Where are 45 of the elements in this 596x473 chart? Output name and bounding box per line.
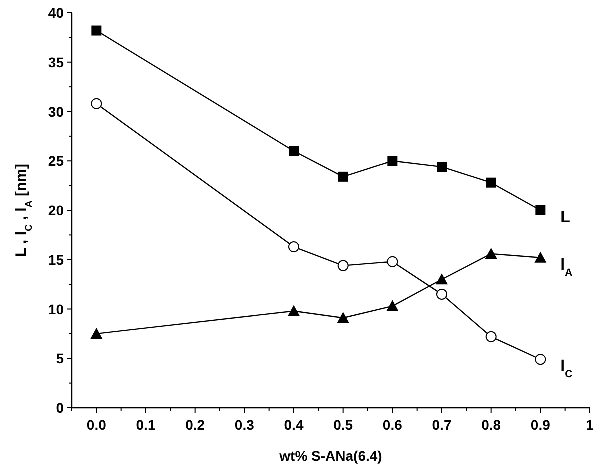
x-tick-label: 0.7 bbox=[432, 417, 452, 433]
y-tick-label: 5 bbox=[56, 350, 64, 367]
y-tick-label: 15 bbox=[48, 252, 64, 268]
x-tick-label: 0.0 bbox=[86, 417, 107, 433]
point bbox=[288, 242, 300, 253]
point bbox=[436, 274, 448, 285]
y-tick-label: 40 bbox=[48, 5, 64, 21]
point bbox=[534, 252, 547, 263]
point bbox=[288, 305, 300, 316]
x-tick-label: 0.9 bbox=[530, 417, 551, 433]
point bbox=[338, 172, 348, 182]
x-axis-title: wt% S-ANa(6.4) bbox=[278, 448, 382, 464]
point bbox=[91, 98, 102, 110]
point bbox=[338, 260, 349, 272]
series-label: L bbox=[560, 210, 571, 226]
point bbox=[536, 206, 546, 216]
point bbox=[436, 288, 448, 300]
point bbox=[386, 300, 399, 312]
x-tick-label: 0.4 bbox=[284, 417, 304, 433]
point bbox=[90, 328, 103, 339]
point bbox=[485, 248, 498, 259]
x-tick-label: 0.6 bbox=[382, 417, 403, 433]
x-tick-label: 0.5 bbox=[334, 417, 354, 433]
point bbox=[92, 26, 102, 36]
x-tick-label: 0.8 bbox=[482, 417, 502, 433]
y-tick-label: 35 bbox=[48, 54, 64, 70]
y-tick-label: 20 bbox=[48, 202, 64, 218]
y-tick-label: 10 bbox=[48, 301, 64, 318]
point bbox=[486, 331, 497, 342]
x-tick-label: 0.3 bbox=[234, 417, 255, 433]
point bbox=[486, 178, 496, 188]
point bbox=[289, 146, 299, 156]
x-tick-label: 1 bbox=[586, 417, 594, 433]
y-tick-label: 0 bbox=[56, 400, 64, 416]
point bbox=[388, 156, 398, 166]
point bbox=[387, 256, 398, 268]
point bbox=[437, 162, 447, 172]
y-tick-label: 25 bbox=[48, 153, 64, 170]
point bbox=[337, 312, 350, 324]
series-label: l$_{A}$ bbox=[560, 256, 574, 278]
point bbox=[535, 354, 546, 366]
x-tick-label: 0.1 bbox=[136, 417, 156, 433]
x-tick-label: 0.2 bbox=[186, 417, 206, 433]
y-tick-label: 30 bbox=[48, 104, 64, 120]
series-label: l$_{C}$ bbox=[560, 358, 574, 380]
